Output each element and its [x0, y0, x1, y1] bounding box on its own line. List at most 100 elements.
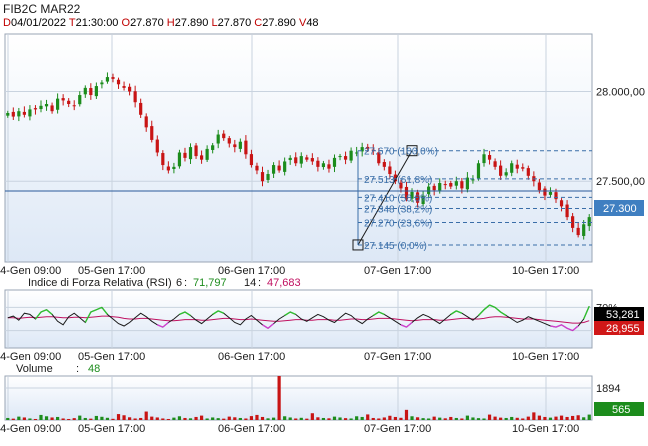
candle-body — [233, 144, 237, 148]
candle-body — [238, 141, 242, 149]
candle-body — [28, 109, 32, 117]
candle-body — [116, 79, 121, 85]
volume-bar — [493, 416, 497, 420]
candle — [316, 157, 320, 172]
volume-bar — [393, 416, 398, 420]
candle — [482, 148, 486, 167]
price-x-tick-label: 10-Gen 17:00 — [512, 265, 579, 277]
candle-body — [294, 157, 298, 164]
candle-body — [33, 108, 38, 110]
candle-body — [161, 153, 165, 166]
rsi-oversold-segment — [561, 324, 568, 329]
volume-bar — [100, 416, 104, 420]
candle — [421, 190, 425, 207]
rsi-x-tick-label: 04-Gen 09:00 — [0, 351, 61, 363]
candle-body — [111, 77, 115, 79]
volume-bar — [349, 418, 353, 420]
candle — [17, 107, 21, 122]
candle — [28, 105, 32, 121]
volume-bar — [271, 417, 276, 420]
volume-bar — [205, 418, 209, 420]
candle — [565, 200, 569, 221]
rsi-oversold-segment — [400, 324, 407, 328]
high-value: 27.890 — [174, 17, 209, 29]
volume-bar — [255, 414, 259, 420]
volume-bar — [133, 418, 137, 420]
rsi-overbought-segment — [494, 306, 502, 313]
volume-bar — [487, 414, 492, 420]
rsi-plot-area — [4, 289, 593, 349]
candle-body — [310, 158, 314, 162]
rsi-overbought-segment — [179, 311, 186, 316]
rsi-overbought-segment — [378, 311, 385, 316]
candle-body — [183, 152, 187, 158]
candle-body — [17, 111, 21, 117]
price-pane[interactable]: 28.000,00 27.500,00 27.300 27.670 (100,0%) 2… — [0, 33, 645, 277]
candle-body — [188, 147, 193, 160]
volume-bar — [83, 417, 87, 420]
volume-bar — [382, 417, 386, 420]
price-plot-area — [4, 33, 593, 263]
candle-body — [343, 156, 348, 160]
candle-body — [399, 182, 403, 189]
candle — [294, 152, 298, 167]
candle — [371, 144, 375, 156]
candle — [432, 183, 436, 196]
volume-bar — [183, 417, 187, 420]
candle — [382, 159, 386, 171]
candle — [443, 180, 447, 190]
volume-x-tick-label: 04-Gen 09:00 — [0, 423, 61, 435]
candle — [116, 77, 121, 89]
candle-body — [360, 147, 364, 152]
rsi-period-14-label: 14 — [244, 277, 256, 289]
volume-bar — [6, 417, 10, 420]
fib-level-label: 27.513 (61,8%) — [364, 175, 432, 186]
volume-bar — [294, 418, 298, 420]
candle-body — [194, 145, 198, 157]
candle-body — [338, 156, 342, 158]
volume-bar — [332, 416, 337, 420]
candle-body — [150, 126, 154, 140]
volume-pane[interactable]: 1894 565 04-Gen 09:00 05-Gen 17:00 06-Gen 17… — [0, 375, 644, 435]
candle — [211, 142, 215, 154]
volume-bar — [50, 417, 54, 420]
candle-body — [61, 98, 65, 101]
rsi-overbought-segment — [84, 311, 92, 323]
volume-bar — [17, 416, 21, 420]
price-y-tick-label: 27.500,00 — [596, 176, 645, 188]
candle — [205, 145, 209, 163]
candle — [499, 160, 503, 180]
volume-bar — [249, 416, 254, 420]
volume-y-tick-label: 1894 — [596, 383, 620, 395]
volume-bar — [537, 415, 541, 420]
volume-bar — [78, 415, 82, 420]
volume-bar — [449, 416, 453, 420]
high-label: H — [166, 17, 175, 29]
candle-body — [144, 116, 148, 128]
candle — [571, 212, 575, 233]
volume-bar — [139, 417, 143, 420]
candle-body — [44, 104, 49, 107]
volume-bar — [432, 416, 436, 420]
volume-x-tick-label: 10-Gen 17:00 — [512, 423, 579, 435]
volume-bar — [454, 417, 458, 420]
volume-bar — [227, 416, 231, 420]
rsi-overbought-segment — [217, 310, 225, 314]
candle — [321, 160, 326, 170]
volume-x-tick-label: 05-Gen 17:00 — [78, 423, 145, 435]
candle-body — [266, 174, 270, 180]
candle-body — [22, 111, 26, 115]
rsi-title: Indice di Forza Relativa (RSI) — [28, 277, 172, 289]
rsi-overbought-segment — [34, 311, 42, 320]
volume-bar — [222, 418, 226, 420]
rsi-oversold-segment — [162, 321, 169, 328]
rsi-overbought-segment — [583, 305, 590, 320]
candle-body — [89, 88, 93, 96]
candle-body — [199, 155, 204, 160]
candle-body — [305, 157, 309, 160]
candle — [39, 100, 43, 113]
fib-anchor-low — [352, 239, 364, 251]
volume-bar — [510, 416, 514, 420]
